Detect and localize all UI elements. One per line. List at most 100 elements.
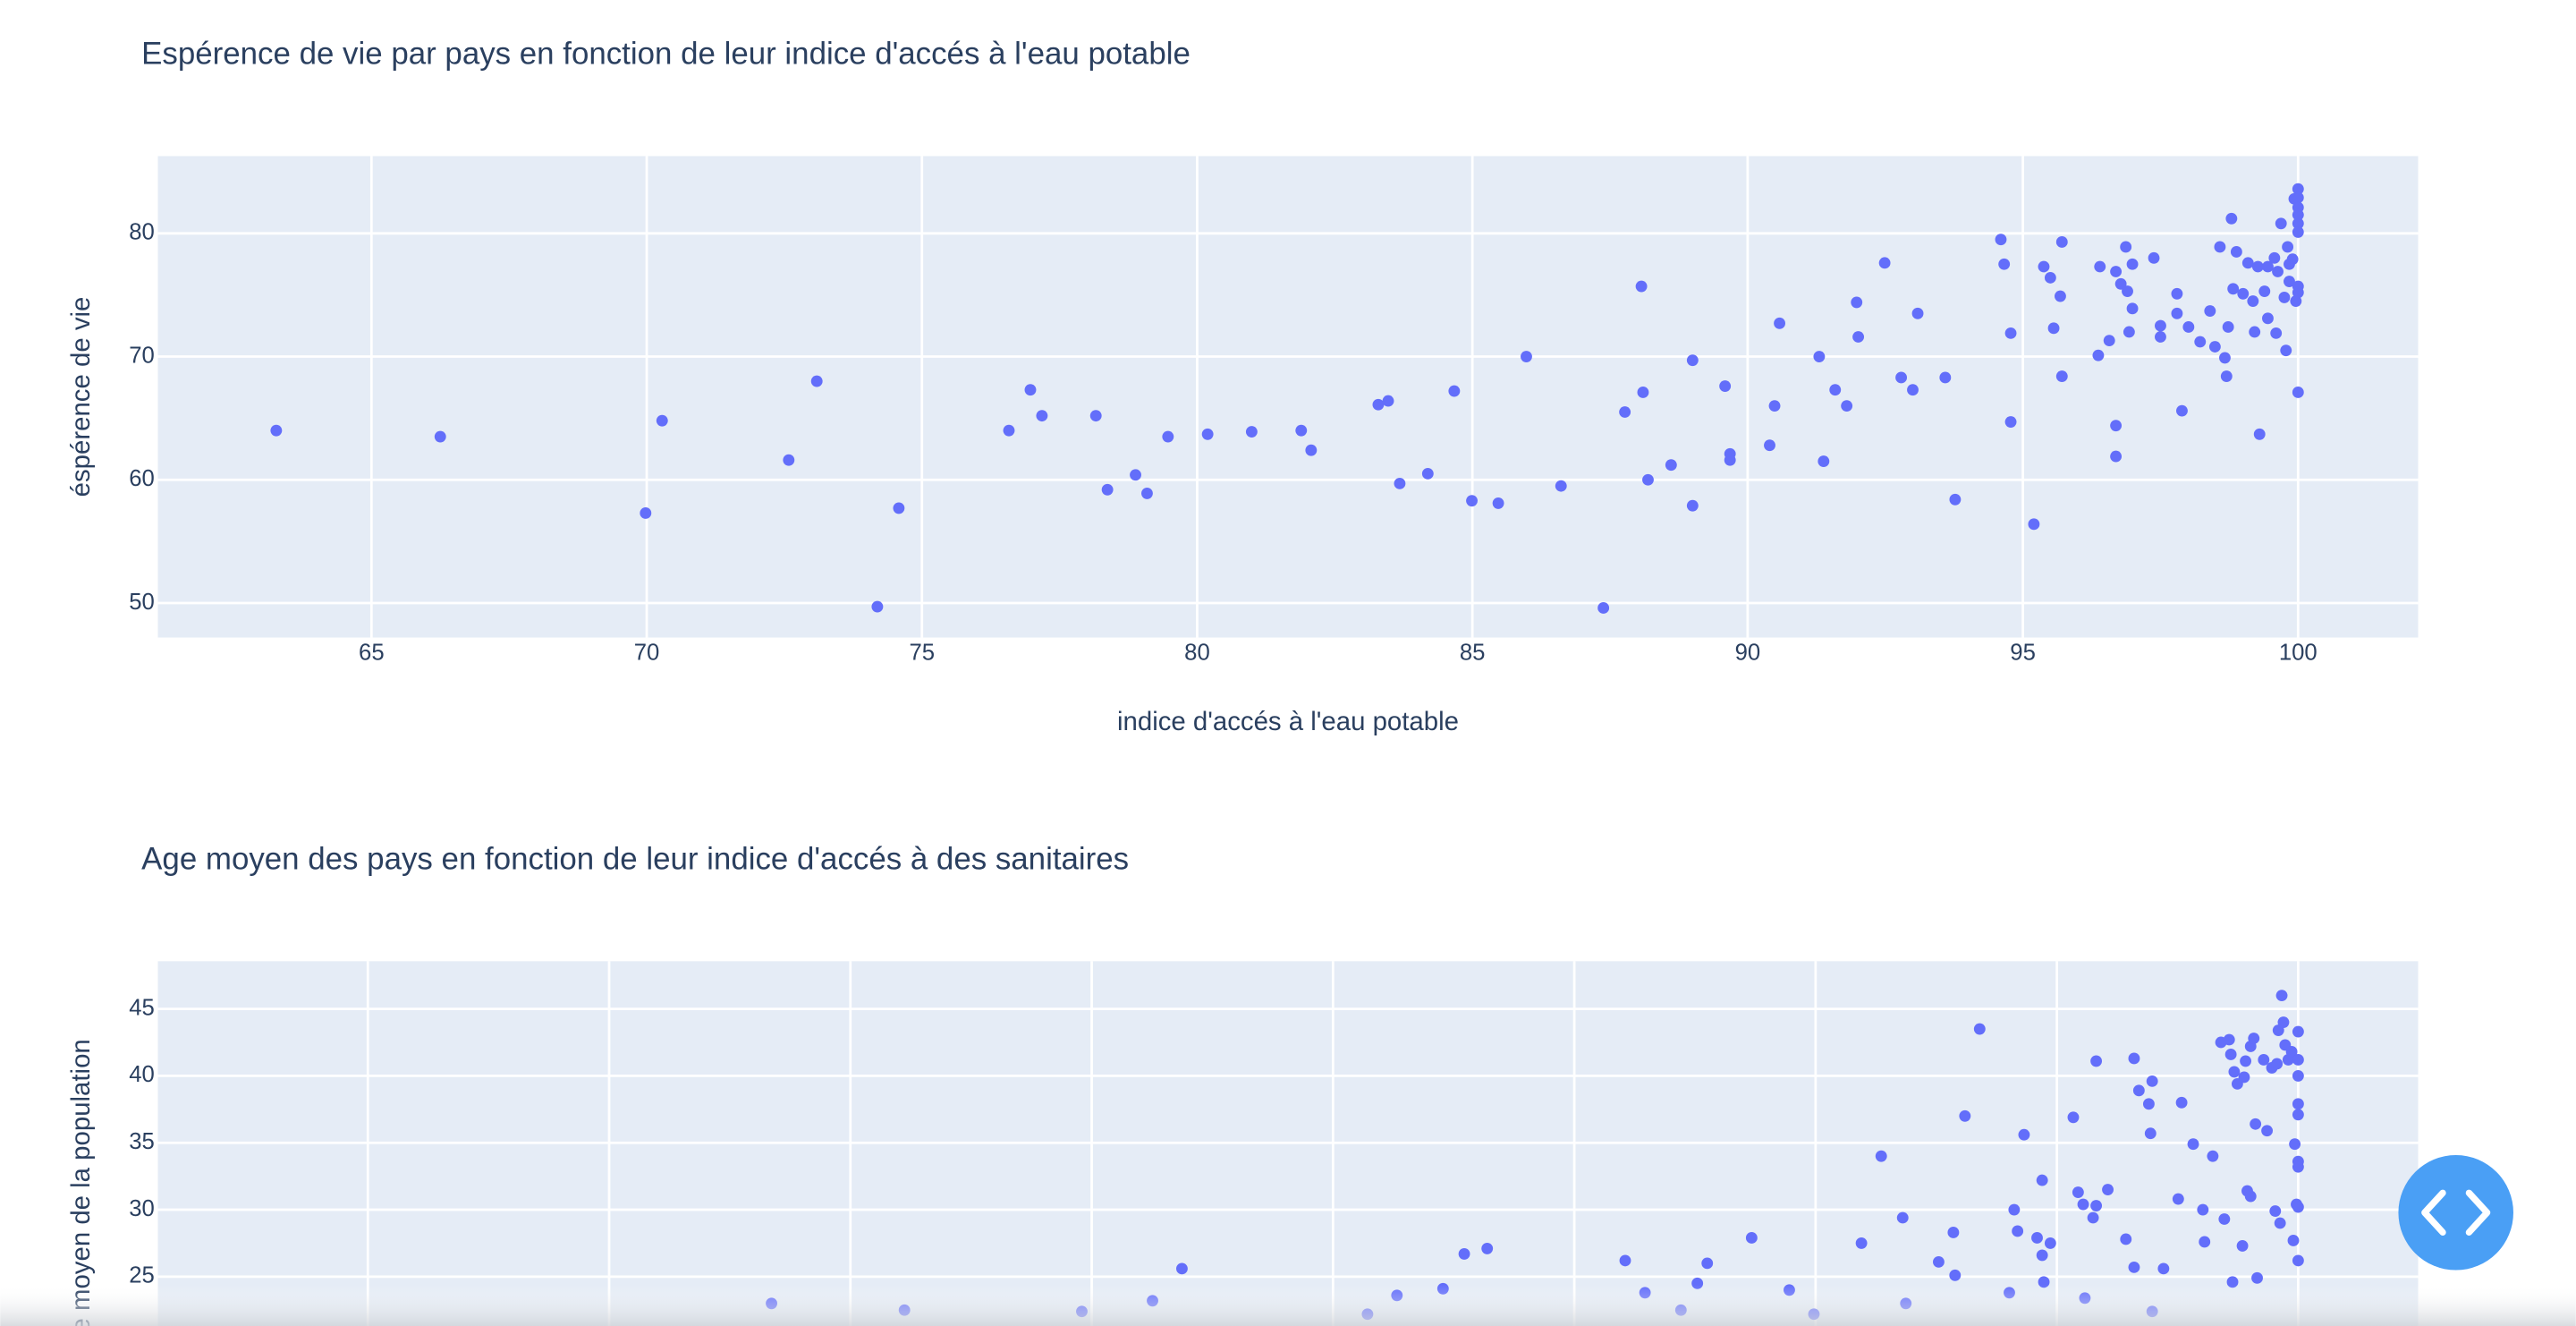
data-point [2275, 990, 2288, 1002]
data-point [1852, 331, 1865, 343]
x-tick-label: 65 [359, 641, 385, 666]
y-tick-label: 30 [129, 1196, 155, 1221]
data-point [1745, 1232, 1758, 1244]
data-point [2176, 404, 2188, 417]
data-point [2187, 1138, 2199, 1151]
data-point [2038, 1276, 2050, 1288]
data-point [1841, 400, 1853, 412]
data-point [2292, 1054, 2304, 1066]
data-point [1555, 480, 1567, 492]
data-point [1719, 380, 1732, 393]
y-tick-label: 70 [129, 343, 155, 368]
data-point [1829, 384, 1842, 396]
data-point [2047, 322, 2060, 335]
data-point [1701, 1257, 1714, 1270]
data-point [1933, 1255, 1945, 1268]
data-point [2289, 1138, 2301, 1151]
data-point [2226, 1276, 2239, 1288]
data-point [1176, 1262, 1188, 1275]
data-point [2274, 1217, 2286, 1229]
data-point [270, 424, 283, 437]
data-point [1995, 234, 2007, 246]
data-point [2110, 266, 2123, 277]
data-point [2258, 1054, 2270, 1066]
y-tick-label: 35 [129, 1129, 155, 1154]
data-point [2271, 1058, 2284, 1070]
data-point [2292, 226, 2304, 238]
data-point [2036, 1174, 2048, 1186]
data-point [1907, 384, 1919, 396]
data-point [1949, 1269, 1962, 1281]
data-point [2214, 241, 2226, 253]
data-point [2128, 1261, 2140, 1273]
data-point [2018, 1128, 2030, 1141]
data-point [1851, 296, 1863, 309]
data-point [2208, 341, 2221, 353]
data-point [2132, 1084, 2145, 1097]
x-axis-label: indice d'accés à l'eau potable [1117, 707, 1459, 736]
data-point [2292, 1109, 2304, 1121]
x-tick-label: 70 [634, 641, 660, 666]
data-point [2110, 450, 2123, 463]
data-point [1024, 384, 1037, 396]
data-point [2204, 305, 2216, 318]
data-point [2292, 191, 2304, 204]
data-point [893, 502, 905, 514]
data-point [2110, 420, 2123, 432]
data-point [2290, 295, 2302, 307]
data-point [2292, 387, 2304, 398]
data-point [2175, 1096, 2188, 1109]
data-point [2044, 271, 2056, 284]
x-tick-label: 95 [2010, 641, 2036, 666]
data-point [2292, 208, 2304, 221]
data-point [2092, 349, 2105, 361]
data-point [1481, 1242, 1494, 1254]
data-point [1597, 602, 1610, 614]
data-point [1998, 258, 2011, 270]
data-point [2277, 1016, 2290, 1028]
data-point [2155, 331, 2166, 343]
data-point [2282, 241, 2294, 253]
data-point [2102, 1184, 2114, 1196]
plot-area [157, 156, 2419, 638]
data-point [1130, 469, 1141, 481]
data-point [2044, 1237, 2056, 1249]
data-point [1911, 307, 1924, 319]
data-point [1162, 430, 1174, 443]
data-point [2222, 321, 2234, 333]
data-point [1939, 371, 1952, 384]
data-point [2236, 1240, 2249, 1252]
data-point [2157, 1262, 2170, 1275]
data-point [2292, 1254, 2304, 1267]
data-point [2292, 217, 2304, 230]
data-point [2171, 307, 2183, 319]
data-point [2128, 1052, 2140, 1065]
data-point [2292, 1025, 2304, 1038]
data-point [1448, 385, 1461, 397]
data-point [2103, 335, 2115, 347]
data-point [2004, 327, 2017, 339]
data-point [1382, 395, 1394, 407]
data-point [2278, 291, 2291, 303]
data-point [2253, 428, 2266, 440]
data-point [2284, 258, 2295, 270]
data-point [2055, 290, 2066, 302]
data-point [1201, 428, 1214, 440]
data-point [2270, 327, 2283, 339]
data-point [2171, 287, 2183, 300]
code-button[interactable] [2398, 1155, 2513, 1271]
data-point [2120, 1233, 2132, 1245]
data-point [2292, 286, 2304, 299]
data-point [2262, 312, 2274, 325]
y-tick-label: 80 [129, 220, 155, 245]
data-point [1973, 1023, 1986, 1035]
data-point [1686, 354, 1699, 367]
data-point [1458, 1247, 1470, 1260]
data-point [2055, 236, 2068, 248]
chart-title: Espérence de vie par pays en fonction de… [141, 37, 1191, 72]
data-point [2146, 1075, 2158, 1087]
data-point [1305, 444, 1318, 456]
data-point [2224, 1049, 2237, 1060]
